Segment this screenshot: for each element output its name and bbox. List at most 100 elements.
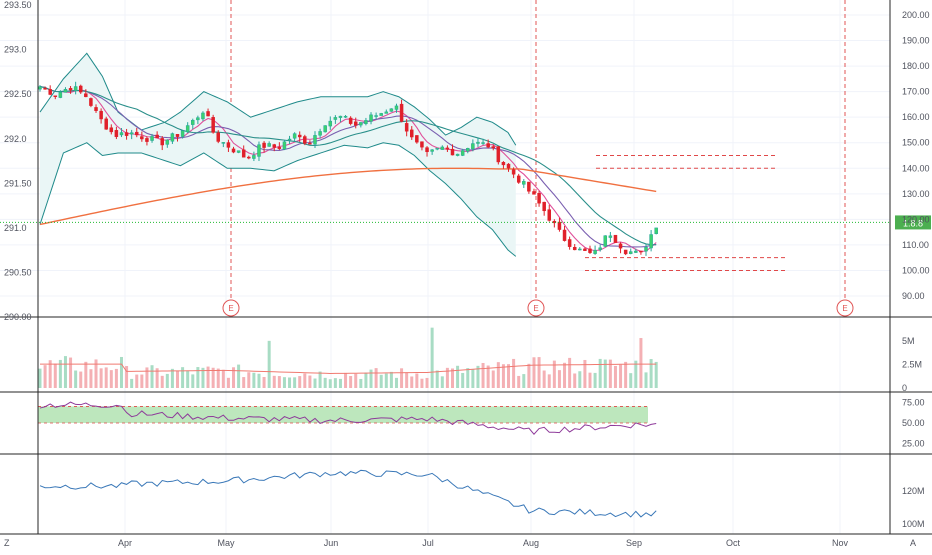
candle-body <box>53 95 58 98</box>
pane-separators <box>0 0 932 535</box>
earnings-marker[interactable] <box>836 299 854 317</box>
volume-bar <box>410 376 414 388</box>
volume-bar <box>344 372 348 388</box>
candle-body <box>359 122 363 126</box>
candle-body <box>109 127 114 133</box>
volume-bar <box>206 366 210 388</box>
volume-bar <box>333 378 337 388</box>
volume-bar <box>389 371 393 388</box>
candle-body <box>247 156 251 159</box>
candle-body <box>348 117 353 124</box>
volume-bar <box>170 368 174 388</box>
volume-bar <box>323 377 327 388</box>
candle-body <box>201 112 205 120</box>
volume-bar <box>74 370 78 388</box>
time-axis-label: Aug <box>523 538 539 548</box>
candle-body <box>43 88 47 90</box>
candle-body <box>394 105 399 110</box>
rsi-pane <box>38 401 657 435</box>
volume-bar <box>43 365 47 388</box>
volume-bar <box>328 379 332 388</box>
volume-bar <box>237 364 241 388</box>
candle-body <box>185 125 190 133</box>
candle-body <box>333 117 338 120</box>
volume-bar <box>114 368 118 388</box>
candle-body <box>114 130 119 137</box>
volume-bar <box>135 374 139 388</box>
volume-bar <box>522 374 526 388</box>
candle-body <box>135 131 139 136</box>
ma-fast <box>39 86 657 252</box>
candle-body <box>628 251 633 254</box>
candle-body <box>353 121 358 126</box>
candle-body <box>384 111 389 114</box>
volume-bar <box>354 373 358 388</box>
candle-body <box>78 85 83 93</box>
candle-body <box>379 113 383 116</box>
volume-bar <box>481 362 485 388</box>
volume-axis-label: 0 <box>902 383 907 393</box>
volume-bar <box>654 361 658 388</box>
volume-bar <box>79 371 83 388</box>
indicator-axis-label: 100M <box>902 519 925 529</box>
candle-body <box>129 132 134 135</box>
candle-body <box>170 133 175 142</box>
candle-body <box>603 235 608 247</box>
candle-body <box>84 93 88 98</box>
axis-right-label: 140.00 <box>902 163 930 173</box>
candle-body <box>618 243 623 249</box>
volume-bar <box>89 369 93 388</box>
volume-bar <box>552 360 556 388</box>
candle-body <box>634 250 638 253</box>
rsi-line <box>39 401 657 435</box>
candle-body <box>196 117 200 121</box>
volume-bar <box>507 364 511 388</box>
volume-bar <box>349 376 353 388</box>
volume-bar <box>99 368 103 388</box>
candle-body <box>542 201 546 212</box>
earnings-marker-label: E <box>533 304 538 313</box>
volume-bar <box>461 372 465 388</box>
earnings-marker[interactable] <box>527 299 545 317</box>
volume-pane <box>38 327 658 388</box>
earnings-marker[interactable] <box>222 299 240 317</box>
candle-body <box>460 150 465 156</box>
volume-bar <box>512 358 516 388</box>
axis-right-label: 120.00 <box>902 214 930 224</box>
volume-bar <box>619 364 623 388</box>
candle-body <box>399 103 404 122</box>
volume-bar <box>272 375 276 388</box>
volume-bar <box>537 357 541 388</box>
volume-bar <box>450 368 454 388</box>
candle-body <box>241 149 246 158</box>
volume-bar <box>175 370 179 388</box>
candle-body <box>583 248 587 251</box>
volume-bar <box>216 368 220 388</box>
volume-axis-label: 2.5M <box>902 359 922 369</box>
candle-body <box>338 115 343 118</box>
candle-body <box>155 134 159 139</box>
volume-bar <box>119 356 123 388</box>
time-axis-label: Jul <box>422 538 434 548</box>
ma-mid <box>39 86 657 248</box>
axis-left-label: 291.50 <box>4 178 32 188</box>
volume-bar <box>252 372 256 388</box>
last-price-tag <box>895 215 931 230</box>
volume-bar <box>527 363 531 388</box>
volume-bar <box>247 372 251 388</box>
candle-body <box>175 134 180 137</box>
volume-bar <box>94 359 98 388</box>
candle-body <box>516 175 521 183</box>
volume-axis-label: 5M <box>902 336 915 346</box>
volume-bar <box>644 372 648 388</box>
candle-body <box>89 98 93 106</box>
earnings-marker-label: E <box>228 304 233 313</box>
axis-left-label: 293.50 <box>4 0 32 10</box>
time-axis-label: Apr <box>118 538 132 548</box>
candle-body <box>476 141 480 144</box>
candle-body <box>547 209 552 221</box>
